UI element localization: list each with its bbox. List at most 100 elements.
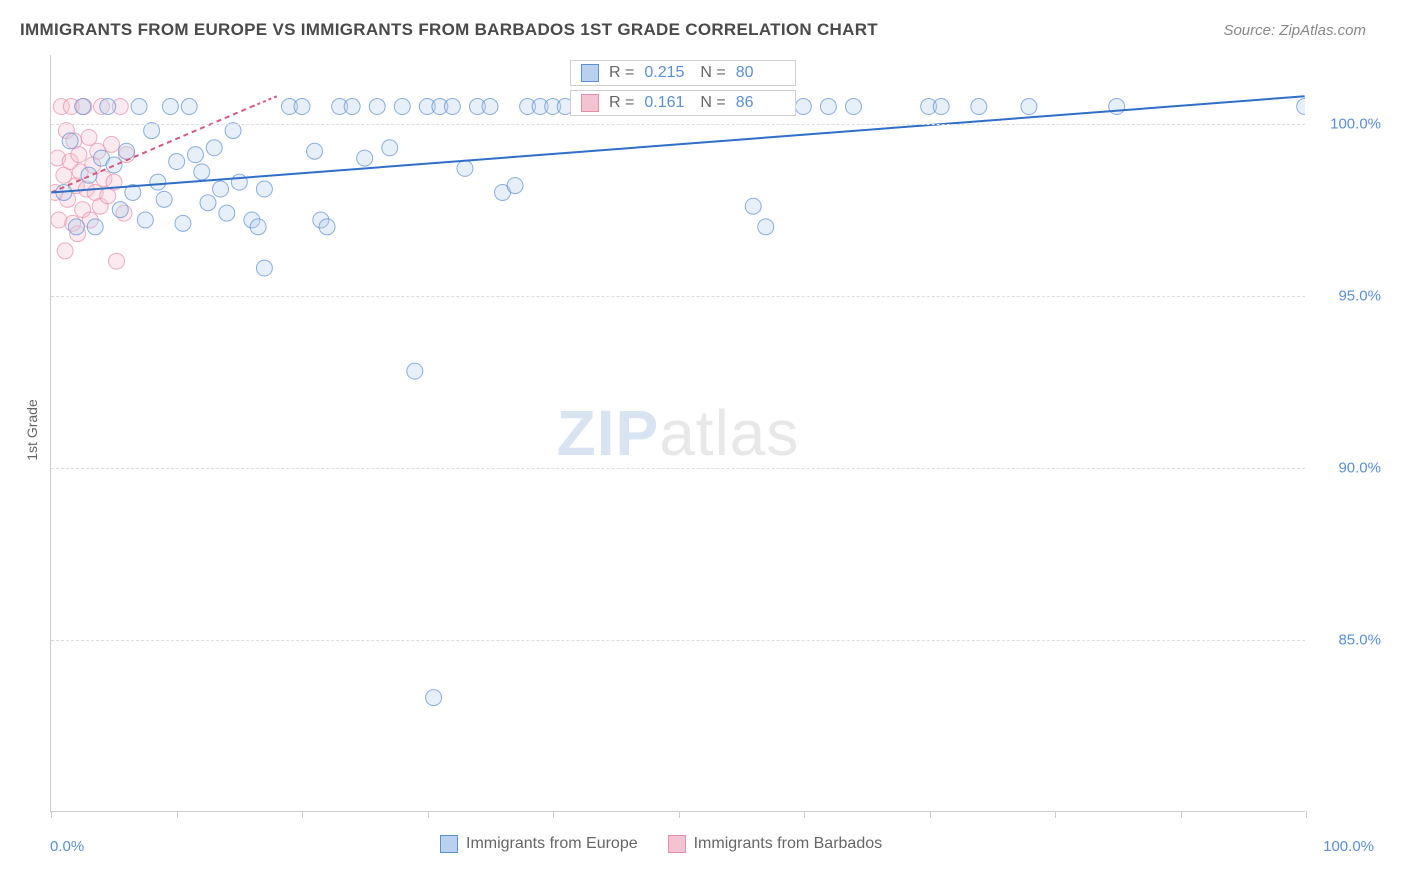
y-tick-label: 100.0%: [1330, 115, 1381, 132]
data-point: [758, 219, 774, 235]
data-point: [175, 215, 191, 231]
data-point: [194, 164, 210, 180]
r-prefix: R =: [609, 64, 634, 82]
r-box-europe: R = 0.215 N = 80: [570, 60, 796, 86]
legend-label-europe: Immigrants from Europe: [466, 835, 638, 853]
legend-swatch-barbados: [668, 835, 686, 853]
data-point: [369, 99, 385, 115]
data-point: [307, 143, 323, 159]
n-prefix: N =: [700, 64, 725, 82]
r-value: 0.215: [644, 64, 684, 82]
legend-item-barbados: Immigrants from Barbados: [668, 835, 883, 853]
data-point: [119, 143, 135, 159]
legend-swatch-europe: [440, 835, 458, 853]
data-point: [131, 99, 147, 115]
data-point: [71, 147, 87, 163]
data-point: [103, 136, 119, 152]
data-point: [87, 219, 103, 235]
x-tick: [177, 811, 178, 818]
data-point: [156, 191, 172, 207]
data-point: [820, 99, 836, 115]
legend-label-barbados: Immigrants from Barbados: [694, 835, 883, 853]
data-point: [162, 99, 178, 115]
data-point: [75, 99, 91, 115]
x-tick: [1181, 811, 1182, 818]
data-point: [457, 160, 473, 176]
scatter-svg: [51, 55, 1305, 811]
data-point: [319, 219, 335, 235]
data-point: [394, 99, 410, 115]
gridline-h: [51, 640, 1305, 641]
data-point: [845, 99, 861, 115]
x-tick: [679, 811, 680, 818]
data-point: [294, 99, 310, 115]
data-point: [213, 181, 229, 197]
plot-area: ZIPatlas 85.0%90.0%95.0%100.0%: [50, 55, 1305, 812]
data-point: [200, 195, 216, 211]
data-point: [81, 129, 97, 145]
gridline-h: [51, 124, 1305, 125]
x-tick: [930, 811, 931, 818]
x-tick: [428, 811, 429, 818]
x-tick: [553, 811, 554, 818]
data-point: [1109, 99, 1125, 115]
barbados-swatch-icon: [581, 94, 599, 112]
y-tick-label: 85.0%: [1338, 631, 1381, 648]
gridline-h: [51, 296, 1305, 297]
y-tick-label: 90.0%: [1338, 459, 1381, 476]
chart-source: Source: ZipAtlas.com: [1223, 22, 1366, 39]
data-point: [357, 150, 373, 166]
data-point: [1297, 99, 1305, 115]
data-point: [1021, 99, 1037, 115]
data-point: [225, 123, 241, 139]
data-point: [219, 205, 235, 221]
x-tick: [1055, 811, 1056, 818]
legend-item-europe: Immigrants from Europe: [440, 835, 638, 853]
data-point: [444, 99, 460, 115]
footer-legend: Immigrants from Europe Immigrants from B…: [440, 835, 882, 853]
data-point: [112, 202, 128, 218]
data-point: [745, 198, 761, 214]
data-point: [382, 140, 398, 156]
data-point: [169, 154, 185, 170]
x-tick: [302, 811, 303, 818]
y-axis-title: 1st Grade: [24, 399, 40, 460]
x-axis-max-label: 100.0%: [1323, 838, 1374, 855]
x-tick: [804, 811, 805, 818]
n-value: 86: [736, 94, 754, 112]
data-point: [106, 157, 122, 173]
data-point: [933, 99, 949, 115]
x-tick: [1306, 811, 1307, 818]
x-axis-min-label: 0.0%: [50, 838, 84, 855]
trend-line: [252, 96, 277, 106]
data-point: [795, 99, 811, 115]
data-point: [109, 253, 125, 269]
data-point: [150, 174, 166, 190]
data-point: [181, 99, 197, 115]
r-value: 0.161: [644, 94, 684, 112]
r-box-barbados: R = 0.161 N = 86: [570, 90, 796, 116]
data-point: [137, 212, 153, 228]
data-point: [206, 140, 222, 156]
x-tick: [51, 811, 52, 818]
data-point: [62, 133, 78, 149]
data-point: [57, 243, 73, 259]
r-prefix: R =: [609, 94, 634, 112]
y-tick-label: 95.0%: [1338, 287, 1381, 304]
chart-container: IMMIGRANTS FROM EUROPE VS IMMIGRANTS FRO…: [0, 0, 1406, 892]
data-point: [187, 147, 203, 163]
data-point: [507, 178, 523, 194]
data-point: [971, 99, 987, 115]
data-point: [81, 167, 97, 183]
data-point: [256, 260, 272, 276]
data-point: [250, 219, 266, 235]
n-value: 80: [736, 64, 754, 82]
data-point: [426, 690, 442, 706]
data-point: [68, 219, 84, 235]
data-point: [144, 123, 160, 139]
n-prefix: N =: [700, 94, 725, 112]
europe-swatch-icon: [581, 64, 599, 82]
gridline-h: [51, 468, 1305, 469]
data-point: [344, 99, 360, 115]
data-point: [482, 99, 498, 115]
